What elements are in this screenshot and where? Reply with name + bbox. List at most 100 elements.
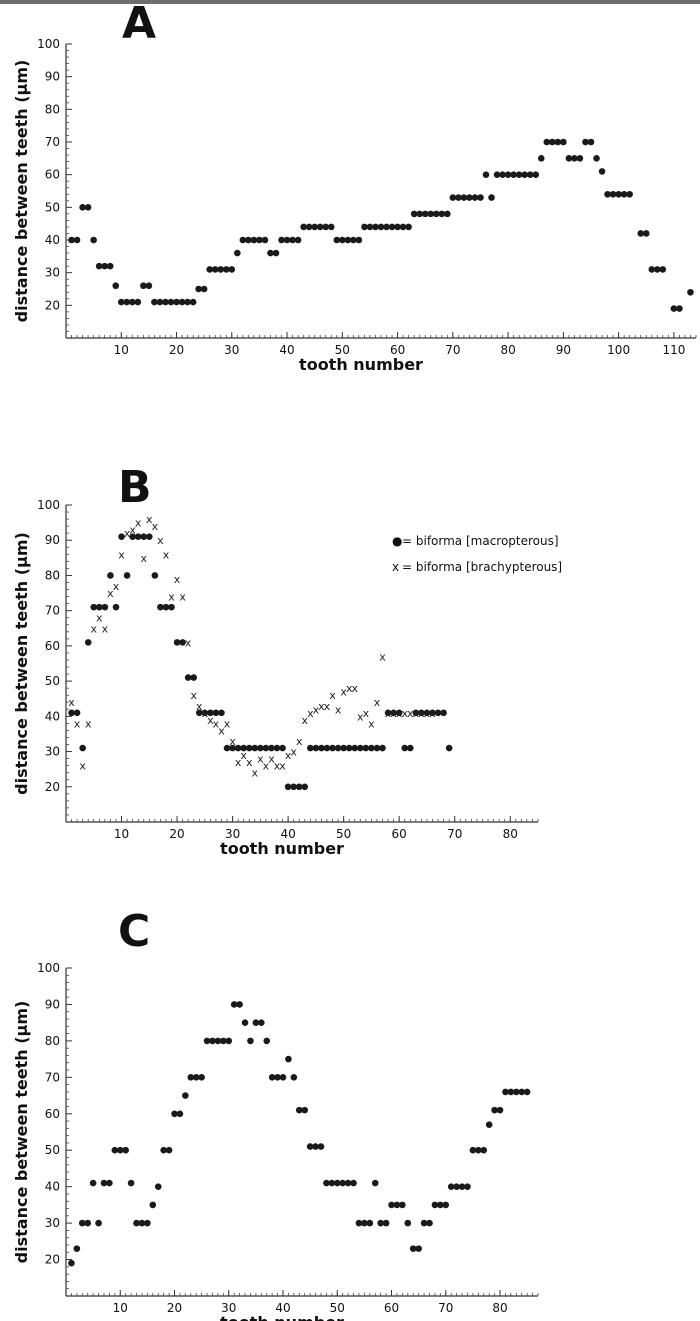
data-point-dot xyxy=(491,1106,498,1114)
data-point-dot xyxy=(447,1183,455,1190)
y-tick-label: 50 xyxy=(45,674,60,688)
data-point-dot xyxy=(420,1219,428,1227)
data-point-x: x xyxy=(379,650,386,663)
data-point-dot xyxy=(79,744,86,752)
data-point-dot xyxy=(173,639,181,646)
data-point-dot xyxy=(100,1179,108,1187)
data-point-dot xyxy=(133,1219,140,1227)
data-point-dot xyxy=(294,236,302,244)
data-point-x: x xyxy=(235,756,242,769)
y-tick-label: 90 xyxy=(45,997,60,1011)
data-point-dot xyxy=(257,744,264,752)
data-point-dot xyxy=(355,1219,363,1227)
legend-label: = biforma [macropterous] xyxy=(402,534,559,548)
data-point-dot xyxy=(245,236,252,244)
data-point-dot xyxy=(236,1001,243,1008)
data-point-dot xyxy=(214,1037,222,1045)
data-point-dot xyxy=(368,744,375,752)
data-point-dot xyxy=(659,266,667,273)
y-tick-label: 30 xyxy=(45,266,60,280)
data-point-x: x xyxy=(152,520,159,533)
data-point-x: x xyxy=(240,749,247,762)
data-point-dot xyxy=(445,744,453,752)
data-point-dot xyxy=(156,298,164,306)
data-point-dot xyxy=(182,1092,189,1099)
data-point-dot xyxy=(482,171,490,178)
data-point-dot xyxy=(245,744,253,752)
data-point-dot xyxy=(89,1179,97,1187)
data-point-dot xyxy=(220,1037,227,1045)
x-tick-label: 30 xyxy=(224,343,239,357)
data-point-dot xyxy=(571,155,578,162)
data-point-x: x xyxy=(129,524,136,537)
x-tick-label: 60 xyxy=(392,827,407,841)
data-point-dot xyxy=(195,709,203,717)
data-point-dot xyxy=(149,1201,157,1209)
y-tick-label: 60 xyxy=(45,1107,60,1121)
data-point-dot xyxy=(366,223,374,231)
data-point-dot xyxy=(240,744,247,752)
data-point-dot xyxy=(218,709,225,717)
data-point-dot xyxy=(190,674,198,681)
data-point-dot xyxy=(357,744,364,752)
x-tick-label: 90 xyxy=(556,343,571,357)
data-point-dot xyxy=(415,1245,422,1252)
panel-label: C xyxy=(118,906,150,957)
data-point-dot xyxy=(112,282,120,290)
data-point-dot xyxy=(395,709,403,717)
data-point-dot xyxy=(532,171,540,178)
data-point-x: x xyxy=(279,760,286,773)
data-point-x: x xyxy=(335,703,342,716)
data-point-dot xyxy=(333,1179,341,1187)
data-point-dot xyxy=(427,210,435,218)
data-point-dot xyxy=(284,783,292,791)
y-tick-label: 90 xyxy=(45,70,60,84)
data-point-dot xyxy=(507,1088,515,1096)
data-point-dot xyxy=(377,223,385,231)
data-point-dot xyxy=(502,1088,509,1096)
x-tick-label: 40 xyxy=(279,343,294,357)
data-point-x: x xyxy=(346,682,353,695)
data-point-x: x xyxy=(207,714,214,727)
data-point-dot xyxy=(134,533,142,540)
data-point-dot xyxy=(412,709,420,717)
data-point-dot xyxy=(350,1179,357,1187)
x-tick-label: 80 xyxy=(492,1301,507,1315)
data-point-dot xyxy=(184,674,192,681)
data-point-dot xyxy=(250,236,258,244)
y-tick-label: 40 xyxy=(45,233,60,247)
data-point-x: x xyxy=(157,534,164,547)
data-point-dot xyxy=(247,1037,254,1045)
y-tick-label: 40 xyxy=(45,1180,60,1194)
data-point-dot xyxy=(279,1074,287,1081)
x-tick-label: 20 xyxy=(169,827,184,841)
data-point-dot xyxy=(301,783,309,791)
data-point-dot xyxy=(455,194,462,201)
y-tick-label: 70 xyxy=(45,1070,60,1084)
y-tick-label: 20 xyxy=(45,780,60,794)
data-point-dot xyxy=(162,298,169,306)
data-point-x: x xyxy=(68,696,75,709)
data-point-dot xyxy=(129,533,136,540)
data-point-dot xyxy=(637,230,645,237)
x-tick-label: 70 xyxy=(438,1301,453,1315)
data-point-dot xyxy=(362,744,370,752)
data-point-dot xyxy=(84,204,92,211)
data-point-dot xyxy=(295,1106,303,1114)
data-point-dot xyxy=(317,1143,325,1150)
data-point-dot xyxy=(134,298,142,306)
x-axis-title: tooth number xyxy=(220,1313,344,1321)
panel-label: B xyxy=(118,462,152,513)
data-point-dot xyxy=(518,1088,526,1096)
data-point-dot xyxy=(434,709,442,717)
data-point-dot xyxy=(241,1019,249,1026)
data-point-dot xyxy=(256,236,263,244)
panel-c-chart: C 10 20 30 40 50 60 70 80 20 30 40 50 60 70 80 90 100 toot… xyxy=(12,906,539,1321)
data-point-x: x xyxy=(140,552,147,565)
y-tick-label: 60 xyxy=(45,639,60,653)
data-point-x: x xyxy=(363,707,370,720)
data-point-dot xyxy=(339,236,346,244)
data-point-dot xyxy=(471,194,479,201)
x-tick-label: 70 xyxy=(447,827,462,841)
data-point-dot xyxy=(485,1121,493,1129)
